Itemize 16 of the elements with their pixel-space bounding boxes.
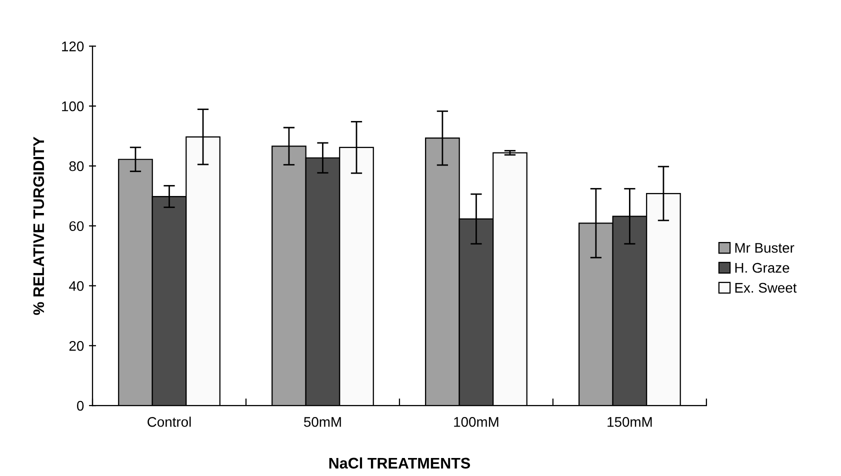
legend-label: Mr Buster	[735, 243, 794, 253]
legend-label: Ex. Sweet	[735, 282, 797, 293]
y-tick-label: 60	[69, 221, 84, 232]
x-tick-label: 100mM	[454, 417, 498, 427]
y-tick-label: 120	[62, 42, 84, 52]
x-axis-title: NaCl TREATMENTS	[329, 457, 470, 469]
x-tick-label: 150mM	[608, 417, 652, 427]
y-tick-label: 0	[76, 400, 84, 411]
x-tick-label: Control	[148, 416, 191, 427]
legend-label: H. Graze	[735, 262, 790, 273]
x-tick-label: 50mM	[304, 417, 341, 427]
y-tick-label: 40	[69, 281, 84, 291]
y-axis-title: % RELATIVE TURGIDITY	[33, 136, 44, 315]
y-tick-label: 20	[69, 340, 84, 351]
y-tick-label: 100	[62, 101, 84, 112]
y-tick-label: 80	[69, 161, 84, 172]
